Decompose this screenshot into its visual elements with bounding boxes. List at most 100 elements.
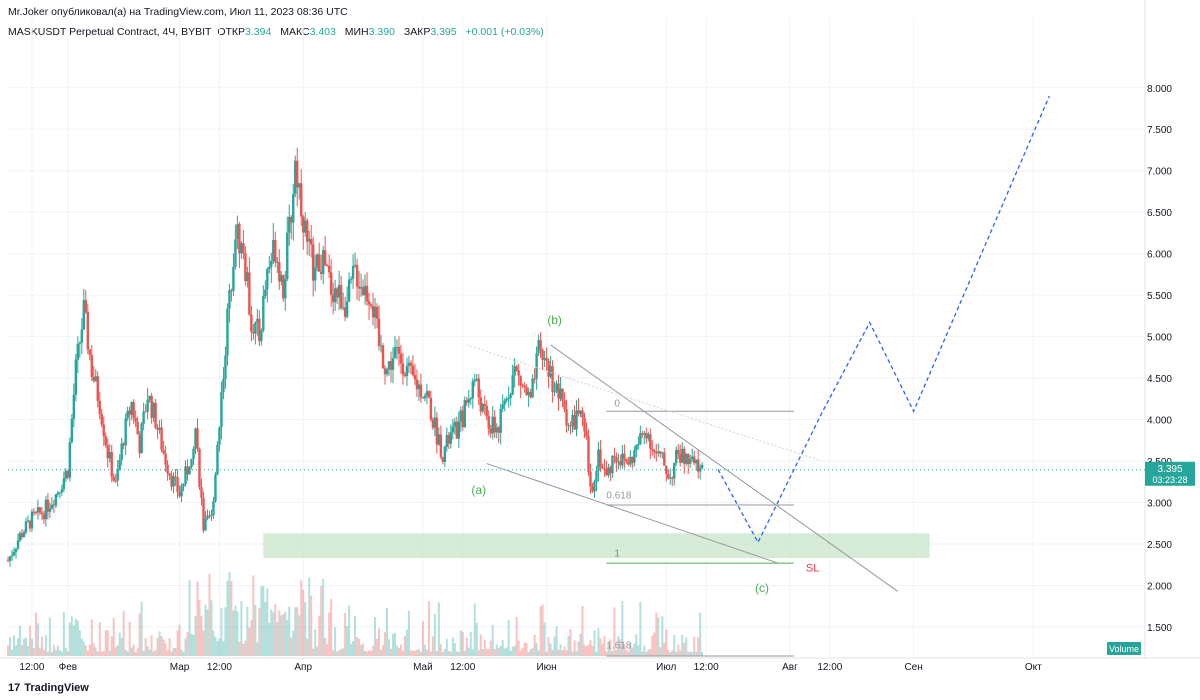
candle-body	[619, 461, 622, 466]
candle-body	[298, 183, 301, 188]
volume-bar	[52, 644, 55, 656]
volume-bar	[242, 643, 245, 656]
candle-body	[64, 470, 68, 479]
volume-bar	[202, 630, 205, 656]
candle-body	[653, 450, 656, 453]
tradingview-footer[interactable]: 17 TradingView	[8, 682, 89, 694]
volume-bar	[118, 632, 121, 656]
candle-body	[547, 360, 550, 377]
volume-bar	[386, 607, 388, 656]
candle-body	[579, 410, 582, 414]
candle-body	[264, 289, 267, 297]
volume-bar	[639, 601, 642, 656]
volume-bar	[20, 644, 23, 656]
candle-body	[236, 224, 239, 240]
candle-body	[104, 436, 107, 446]
candle-body	[88, 349, 91, 355]
volume-bar	[649, 649, 652, 656]
candle-body	[649, 434, 652, 449]
volume-bar	[525, 643, 528, 656]
candle-body	[575, 410, 578, 430]
volume-bar	[443, 648, 446, 656]
volume-bar	[523, 642, 526, 656]
volume-bar	[657, 617, 660, 656]
candle-body	[495, 427, 498, 433]
volume-bar	[693, 636, 696, 656]
candle-body	[250, 314, 253, 332]
candle-body	[679, 454, 682, 463]
candle-body	[234, 239, 237, 268]
volume-bar	[689, 651, 692, 656]
candle-body	[347, 279, 351, 302]
candle-body	[581, 410, 584, 418]
candle-body	[317, 254, 321, 272]
candle-body	[415, 379, 419, 390]
volume-bar	[126, 651, 129, 656]
candle-body	[224, 355, 227, 380]
volume-bar	[248, 627, 251, 656]
volume-bar	[308, 577, 311, 656]
candle-body	[465, 400, 468, 403]
volume-bar	[92, 643, 95, 656]
x-tick-11: 12:00	[817, 662, 842, 673]
volume-bar	[399, 644, 402, 656]
volume-bar	[158, 631, 161, 656]
volume-bar	[593, 630, 596, 656]
volume-bar	[198, 599, 201, 656]
volume-bar	[178, 624, 181, 656]
volume-bar	[675, 651, 678, 656]
candle-body	[80, 329, 84, 343]
volume-bar	[146, 646, 149, 656]
candle-body	[288, 216, 291, 233]
volume-bar	[60, 651, 63, 656]
candle-body	[639, 433, 642, 445]
candle-body	[10, 555, 14, 557]
candle-body	[503, 400, 506, 405]
y-tick-4: 6.000	[1147, 250, 1172, 261]
volume-tag-text: Volume	[1109, 644, 1139, 654]
current-price-countdown: 03:23:28	[1152, 475, 1187, 485]
candle-body	[212, 501, 215, 516]
candle-body	[355, 264, 359, 287]
volume-bar	[332, 650, 335, 656]
candle-body	[493, 416, 496, 433]
volume-bar	[677, 644, 680, 656]
volume-bar	[661, 616, 664, 656]
candle-body	[373, 306, 377, 318]
candle-body	[351, 265, 355, 279]
volume-bar	[76, 620, 79, 656]
volume-bar	[176, 630, 179, 656]
volume-bar	[537, 650, 540, 656]
candle-body	[671, 477, 674, 479]
volume-bar	[535, 642, 538, 656]
chart-grid	[0, 0, 1200, 659]
candle-body	[694, 459, 698, 464]
candle-body	[379, 345, 383, 347]
symbol-title[interactable]: MASKUSDT Perpetual Contract, 4Ч, BYBIT	[8, 26, 212, 38]
volume-bar	[44, 635, 47, 656]
candle-body	[343, 307, 347, 317]
volume-bar	[18, 625, 21, 656]
volume-bar	[467, 647, 470, 656]
volume-bar	[389, 648, 392, 656]
candle-body	[643, 433, 646, 435]
candle-body	[166, 464, 169, 474]
candle-body	[405, 365, 409, 377]
volume-bar	[429, 651, 432, 656]
volume-bar	[96, 651, 99, 656]
volume-bar	[132, 644, 135, 656]
volume-bar	[435, 651, 438, 656]
volume-bar	[665, 629, 668, 656]
candle-body	[327, 265, 331, 273]
candle-body	[262, 296, 265, 331]
volume-bar	[585, 646, 588, 656]
volume-bar	[228, 572, 231, 656]
candle-body	[675, 449, 678, 463]
candle-body	[565, 409, 568, 426]
y-tick-12: 2.000	[1147, 581, 1172, 592]
candle-body	[272, 239, 275, 261]
candle-body	[399, 353, 403, 364]
volume-bar	[236, 611, 239, 656]
volume-bar	[164, 643, 167, 656]
